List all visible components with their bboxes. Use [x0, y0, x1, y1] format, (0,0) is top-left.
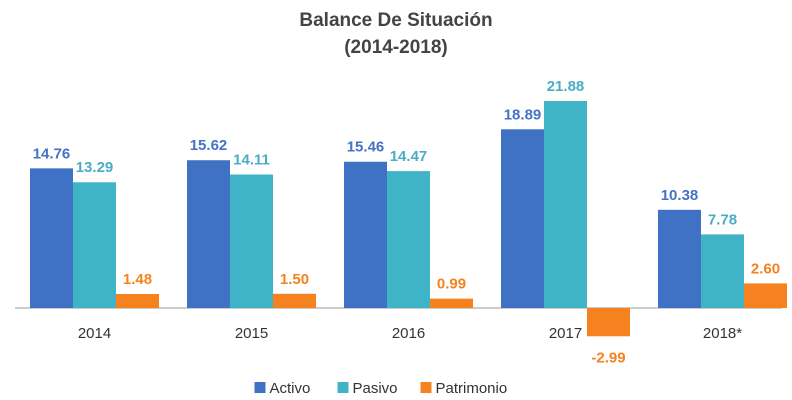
bar	[230, 174, 273, 308]
bar	[658, 209, 701, 308]
bar	[701, 234, 744, 308]
bar	[116, 293, 159, 308]
x-tick-label: 2014	[78, 325, 111, 342]
bar	[744, 283, 787, 308]
x-tick-label: 2018*	[703, 325, 742, 342]
chart-title: Balance De Situación	[299, 10, 492, 31]
legend-label: Activo	[270, 380, 311, 397]
data-label: 21.88	[547, 78, 585, 95]
x-tick-label: 2017	[549, 325, 582, 342]
data-label: 10.38	[661, 187, 699, 204]
bar	[501, 129, 544, 308]
x-tick-label: 2015	[235, 325, 268, 342]
x-tick-label: 2016	[392, 325, 425, 342]
bar	[587, 308, 630, 337]
data-label: 14.11	[233, 151, 270, 168]
data-label: 15.62	[190, 137, 228, 154]
chart-subtitle: (2014-2018)	[344, 37, 448, 58]
data-label: 15.46	[347, 139, 385, 156]
legend-swatch	[420, 382, 432, 393]
data-label: 13.29	[76, 159, 114, 176]
bar	[544, 101, 587, 308]
data-label: 14.47	[390, 148, 428, 165]
data-label: 1.50	[280, 271, 309, 288]
bar	[430, 298, 473, 308]
legend-swatch	[337, 382, 349, 393]
bar	[30, 168, 73, 308]
data-label: -2.99	[591, 349, 625, 366]
data-label: 14.76	[33, 145, 71, 162]
data-label: 18.89	[504, 106, 542, 123]
legend-swatch	[254, 382, 266, 393]
data-label: 7.78	[708, 211, 737, 228]
data-label: 0.99	[437, 276, 466, 293]
bar	[73, 182, 116, 308]
legend-label: Patrimonio	[436, 380, 508, 397]
data-label: 2.60	[751, 260, 780, 277]
bar	[187, 160, 230, 308]
bar	[387, 171, 430, 308]
legend-label: Pasivo	[353, 380, 398, 397]
bar	[273, 293, 316, 308]
bar	[344, 161, 387, 308]
data-label: 1.48	[123, 271, 152, 288]
